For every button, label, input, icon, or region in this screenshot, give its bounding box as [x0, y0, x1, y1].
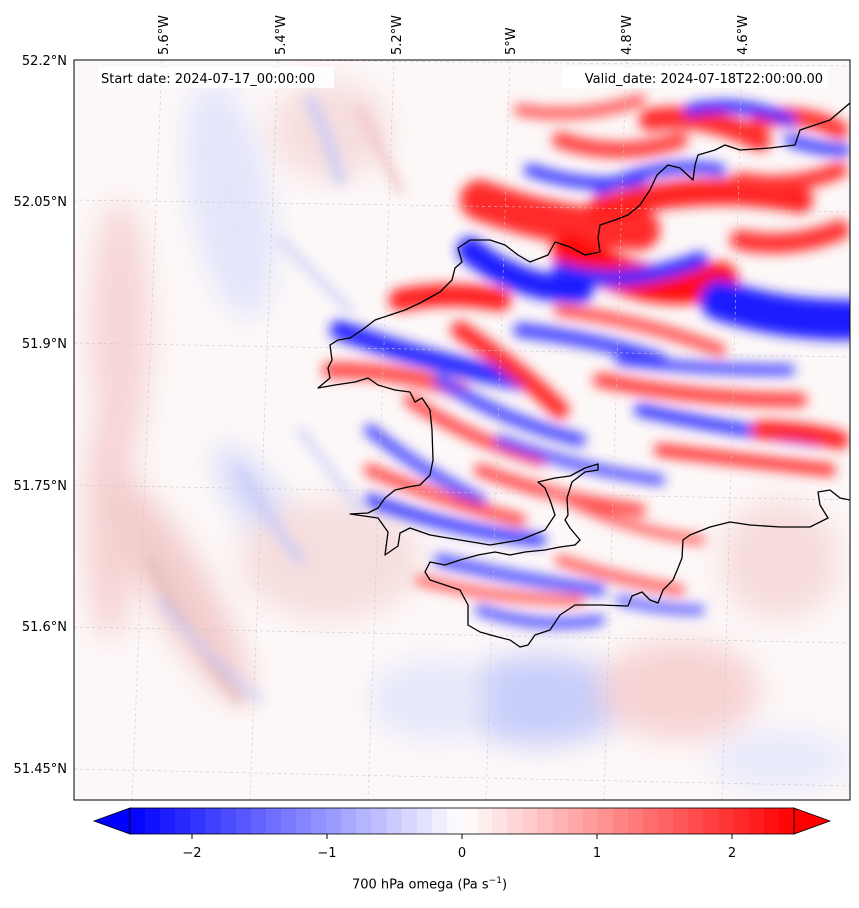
colorbar-segment: [220, 808, 237, 834]
colorbar-segment: [733, 808, 750, 834]
colorbar-segment: [296, 808, 312, 834]
colorbar-tick-label: −1: [317, 846, 336, 861]
colorbar-segment: [688, 808, 705, 834]
colorbar-segments: [130, 808, 795, 834]
lat-tick-label: 51.75°N: [14, 479, 67, 494]
colorbar-segment: [386, 808, 403, 834]
colorbar-segment: [311, 808, 327, 834]
colorbar-segment: [431, 808, 448, 834]
colorbar-segment: [778, 808, 795, 834]
colorbar-tick-label: −2: [182, 846, 201, 861]
colorbar-segment: [658, 808, 674, 834]
lat-tick-label: 51.9°N: [22, 337, 67, 352]
lon-tick-label: 4.6°W: [736, 15, 751, 55]
valid-date-annotation: Valid_date: 2024-07-18T22:00:00.00: [585, 72, 823, 87]
colorbar-tick-label: 0: [458, 846, 466, 861]
map-frame: [73, 59, 851, 801]
colorbar-segment: [748, 808, 765, 834]
colorbar-segment: [341, 808, 357, 834]
colorbar-segment: [416, 808, 433, 834]
colorbar-segment: [537, 808, 554, 834]
lon-tick-label: 5°W: [504, 27, 519, 55]
start-date-annotation: Start date: 2024-07-17_00:00:00: [101, 72, 315, 87]
colorbar-segment: [280, 808, 297, 834]
lat-tick-label: 52.05°N: [14, 195, 67, 210]
colorbar-segment: [718, 808, 735, 834]
lat-tick-label: 51.45°N: [14, 762, 67, 777]
colorbar-segment: [522, 808, 539, 834]
colorbar-segment: [703, 808, 720, 834]
colorbar: −2 −1 0 1 2: [92, 807, 832, 861]
colorbar-segment: [477, 808, 493, 834]
valid-date-box: [562, 67, 828, 88]
lon-tick-label: 5.2°W: [390, 15, 405, 55]
colorbar-segment: [446, 808, 463, 834]
colorbar-max-extend-arrow: [793, 807, 832, 835]
field-background-tones: [85, 80, 850, 790]
colorbar-segment: [190, 808, 207, 834]
colorbar-segment: [235, 808, 252, 834]
field-bands: [146, 94, 850, 704]
colorbar-tick-label: 1: [593, 846, 601, 861]
omega-field: [74, 60, 850, 800]
lon-tick-label: 5.4°W: [274, 15, 289, 55]
coastline: [317, 102, 850, 648]
lat-tick-label: 52.2°N: [22, 54, 67, 69]
colorbar-segment: [763, 808, 780, 834]
lon-tick-label: 5.6°W: [157, 15, 172, 55]
colorbar-segment: [371, 808, 388, 834]
colorbar-segment: [582, 808, 599, 834]
colorbar-segment: [462, 808, 478, 834]
colorbar-segment: [628, 808, 644, 834]
colorbar-segment: [205, 808, 222, 834]
lat-tick-label: 51.6°N: [22, 620, 67, 635]
colorbar-segment: [250, 808, 267, 834]
colorbar-segment: [265, 808, 282, 834]
colorbar-segment: [145, 808, 161, 834]
colorbar-segment: [507, 808, 523, 834]
colorbar-segment: [356, 808, 373, 834]
colorbar-min-extend-arrow: [92, 807, 131, 835]
colorbar-label: 700 hPa omega (Pa s−1): [351, 876, 508, 893]
colorbar-segment: [567, 808, 584, 834]
colorbar-segment: [612, 808, 629, 834]
colorbar-segment: [597, 808, 614, 834]
colorbar-segment: [552, 808, 569, 834]
start-date-box: [98, 67, 334, 88]
colorbar-segment: [643, 808, 659, 834]
colorbar-segment: [326, 808, 342, 834]
colorbar-segment: [401, 808, 418, 834]
lon-tick-label: 4.8°W: [620, 15, 635, 55]
colorbar-segment: [673, 808, 689, 834]
colorbar-segment: [492, 808, 508, 834]
colorbar-segment: [160, 808, 176, 834]
colorbar-segment: [130, 808, 146, 834]
colorbar-tick-label: 2: [728, 846, 736, 861]
colorbar-segment: [175, 808, 191, 834]
